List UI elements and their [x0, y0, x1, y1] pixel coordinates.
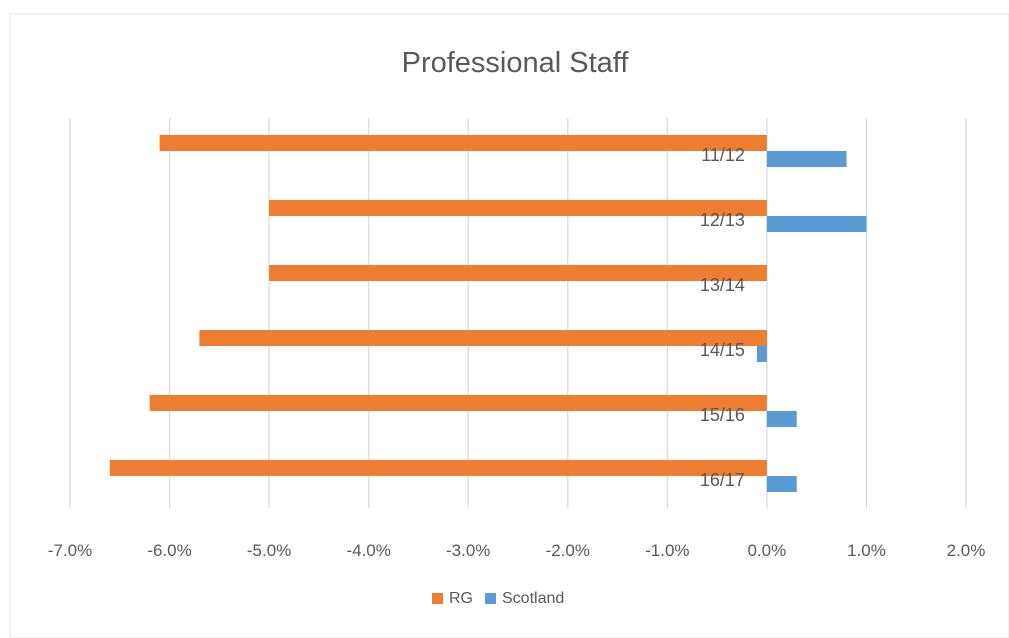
bar-rg-12-13: [269, 200, 767, 216]
legend-label-rg: RG: [449, 590, 473, 607]
category-labels: 11/12 12/13 13/14 14/15 15/16 16/17: [700, 145, 745, 490]
legend-label-scotland: Scotland: [502, 590, 564, 607]
bar-scotland-12-13: [766, 216, 867, 232]
bar-scotland-14-15: [756, 346, 767, 362]
legend-swatch-scotland: [485, 593, 496, 604]
category-label: 16/17: [700, 470, 745, 490]
bar-rg-16-17: [109, 460, 767, 476]
gridlines: [69, 118, 967, 508]
bar-rg-11-12: [159, 135, 767, 151]
x-tick-label: 0.0%: [748, 541, 787, 560]
bar-scotland-15-16: [766, 411, 797, 427]
bars: [109, 135, 867, 492]
x-tick-label: -4.0%: [346, 541, 390, 560]
x-tick-label: -5.0%: [247, 541, 291, 560]
category-label: 14/15: [700, 340, 745, 360]
legend-swatch-rg: [432, 593, 443, 604]
x-tick-label: -7.0%: [48, 541, 92, 560]
bar-rg-15-16: [149, 395, 767, 411]
bar-scotland-11-12: [766, 151, 847, 167]
legend: RG Scotland: [432, 590, 564, 607]
chart-title: Professional Staff: [402, 47, 630, 79]
chart-frame: [9, 13, 1009, 638]
x-tick-label: 2.0%: [947, 541, 986, 560]
x-tick-labels: -7.0% -6.0% -5.0% -4.0% -3.0% -2.0% -1.0% 0.0% 1…: [48, 541, 986, 560]
x-tick-label: 1.0%: [847, 541, 886, 560]
bar-rg-14-15: [199, 330, 767, 346]
x-tick-label: -1.0%: [645, 541, 689, 560]
bar-rg-13-14: [269, 265, 767, 281]
bar-scotland-16-17: [766, 476, 797, 492]
x-tick-label: -6.0%: [147, 541, 191, 560]
x-tick-label: -3.0%: [446, 541, 490, 560]
category-label: 15/16: [700, 405, 745, 425]
category-label: 13/14: [700, 275, 745, 295]
category-label: 11/12: [701, 145, 745, 165]
category-label: 12/13: [700, 210, 745, 230]
x-tick-label: -2.0%: [546, 541, 590, 560]
